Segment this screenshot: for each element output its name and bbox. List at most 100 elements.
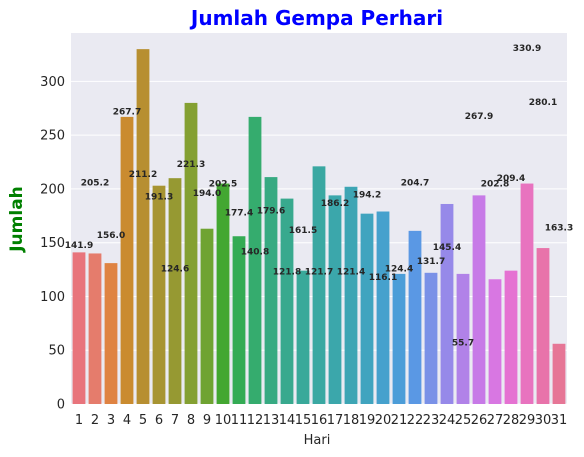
- bar-day-13: [264, 177, 278, 404]
- x-tick-label: 17: [327, 413, 344, 428]
- bar-day-14: [280, 198, 294, 404]
- bar-day-11: [232, 236, 246, 404]
- data-label: 124.4: [385, 265, 413, 275]
- bar-day-9: [200, 228, 214, 404]
- x-tick-label: 21: [391, 413, 408, 428]
- x-tick-label: 31: [551, 413, 568, 428]
- x-axis-label: Hari: [304, 433, 331, 448]
- x-tick-label: 26: [471, 413, 488, 428]
- data-label: 191.3: [145, 192, 173, 202]
- x-tick-label: 4: [123, 413, 131, 428]
- bar-day-15: [296, 270, 310, 404]
- data-label: 163.3: [545, 224, 573, 234]
- bar-day-27: [488, 279, 502, 404]
- y-tick-label: 200: [40, 182, 65, 197]
- bar-day-21: [392, 273, 406, 404]
- bar-day-25: [456, 273, 470, 404]
- x-tick-label: 10: [215, 413, 232, 428]
- bar-day-28: [504, 270, 518, 404]
- bar-day-5: [136, 49, 150, 405]
- data-label: 205.2: [81, 178, 109, 188]
- bar-day-30: [536, 248, 550, 404]
- bar-day-31: [552, 343, 566, 404]
- bar-day-1: [72, 252, 86, 404]
- x-tick-label: 22: [407, 413, 424, 428]
- x-tick-label: 14: [279, 413, 296, 428]
- data-label: 161.5: [289, 226, 317, 236]
- bar-day-12: [248, 116, 262, 404]
- data-label: 202.5: [209, 180, 237, 190]
- bar-day-10: [216, 183, 230, 404]
- bar-day-29: [520, 183, 534, 404]
- bar-day-3: [104, 263, 118, 404]
- bar-day-7: [168, 178, 182, 404]
- x-tick-label: 12: [247, 413, 264, 428]
- data-label: 156.0: [97, 231, 125, 241]
- x-tick-label: 20: [375, 413, 392, 428]
- data-label: 194.0: [193, 189, 221, 199]
- x-tick-label: 7: [171, 413, 179, 428]
- x-tick-label: 15: [295, 413, 312, 428]
- bar-day-8: [184, 102, 198, 404]
- x-tick-label: 11: [231, 413, 248, 428]
- data-label: 116.1: [369, 273, 397, 283]
- data-label: 280.1: [529, 98, 557, 108]
- bar-day-17: [328, 195, 342, 404]
- bar-day-2: [88, 253, 102, 404]
- y-tick-label: 100: [40, 290, 65, 305]
- y-tick-label: 150: [40, 236, 65, 251]
- x-tick-label: 27: [487, 413, 504, 428]
- data-label: 55.7: [452, 339, 474, 349]
- data-label: 330.9: [513, 44, 541, 54]
- bar-day-19: [360, 213, 374, 404]
- bar-day-24: [440, 203, 454, 404]
- data-label: 179.6: [257, 206, 285, 216]
- data-label: 177.4: [225, 209, 253, 219]
- x-tick-label: 9: [203, 413, 211, 428]
- data-label: 140.8: [241, 247, 269, 257]
- data-label: 209.4: [497, 174, 525, 184]
- x-tick-labels: 1 2 3 4 5 6 7 8 9 10 11 12 13 14 15 16 17 18 19 20 21 22 23 24 2…: [75, 413, 567, 428]
- chart-title: Jumlah Gempa Perhari: [189, 6, 443, 30]
- data-label: 202.8: [481, 180, 509, 190]
- bar-day-4: [120, 116, 134, 404]
- x-tick-label: 23: [423, 413, 440, 428]
- x-tick-label: 16: [311, 413, 328, 428]
- bars: [72, 49, 566, 405]
- bar-day-22: [408, 230, 422, 404]
- x-tick-label: 6: [155, 413, 163, 428]
- bar-day-20: [376, 211, 390, 404]
- data-label: 221.3: [177, 160, 205, 170]
- data-label: 141.9: [65, 241, 93, 251]
- bar-day-6: [152, 185, 166, 404]
- x-tick-label: 19: [359, 413, 376, 428]
- data-label: 121.8: [273, 268, 301, 278]
- x-tick-label: 24: [439, 413, 456, 428]
- y-tick-label: 50: [48, 344, 65, 359]
- bar-day-18: [344, 186, 358, 404]
- data-label: 131.7: [417, 257, 445, 267]
- y-tick-label: 300: [40, 75, 65, 90]
- y-tick-label: 250: [40, 129, 65, 144]
- data-label: 121.7: [305, 268, 333, 278]
- data-label: 204.7: [401, 178, 429, 188]
- x-tick-label: 18: [343, 413, 360, 428]
- data-label: 121.4: [337, 268, 365, 278]
- x-tick-label: 30: [535, 413, 552, 428]
- data-label: 267.7: [113, 108, 141, 118]
- x-tick-label: 5: [139, 413, 147, 428]
- data-label: 186.2: [321, 199, 349, 209]
- data-labels: 141.9 205.2 156.0 267.7 211.2 191.3 124.6 221.3…: [65, 44, 573, 349]
- data-label: 267.9: [465, 112, 493, 122]
- x-tick-label: 8: [187, 413, 195, 428]
- x-tick-label: 1: [75, 413, 83, 428]
- y-tick-labels: 0 50 100 150 200 250 300: [40, 75, 65, 413]
- x-tick-label: 13: [263, 413, 280, 428]
- y-tick-label: 0: [57, 398, 65, 413]
- x-tick-label: 28: [503, 413, 520, 428]
- x-tick-label: 29: [519, 413, 536, 428]
- x-tick-label: 2: [91, 413, 99, 428]
- x-tick-label: 25: [455, 413, 472, 428]
- data-label: 194.2: [353, 190, 381, 200]
